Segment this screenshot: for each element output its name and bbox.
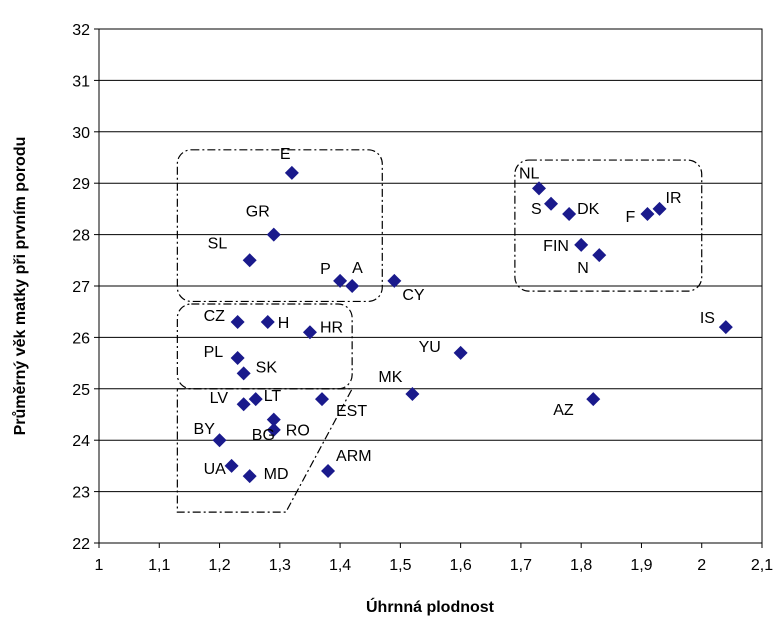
point-label-nl: NL <box>519 165 540 182</box>
point-nl <box>531 181 546 196</box>
point-label-a: A <box>352 260 363 277</box>
y-tick-label: 32 <box>72 22 90 39</box>
point-pl <box>230 350 245 365</box>
x-tick-label: 1,4 <box>329 557 351 574</box>
point-label-est: EST <box>336 403 367 420</box>
y-tick-label: 28 <box>72 228 90 245</box>
point-label-az: AZ <box>553 402 574 419</box>
point-lv <box>236 397 251 412</box>
point-by <box>212 433 227 448</box>
point-labels: E GR SL P A CY CZ H HR PL SK LV LT EST RO BG BY UA MD ARM MK… <box>194 146 715 483</box>
x-tick-label: 1,7 <box>510 557 532 574</box>
point-hr <box>302 325 317 340</box>
point-ir <box>652 201 667 216</box>
point-label-hr: HR <box>320 319 343 336</box>
point-label-is: IS <box>700 310 715 327</box>
point-cy <box>387 273 402 288</box>
x-tick-label: 1,3 <box>269 557 291 574</box>
point-label-bg: BG <box>252 427 275 444</box>
axes <box>94 28 763 548</box>
x-tick-label: 1,8 <box>570 557 592 574</box>
point-ua <box>224 458 239 473</box>
x-tick-label: 1,5 <box>389 557 411 574</box>
point-label-h: H <box>278 315 290 332</box>
point-e <box>284 165 299 180</box>
point-md <box>242 469 257 484</box>
point-label-e: E <box>280 146 291 163</box>
point-label-ro: RO <box>286 423 310 440</box>
point-dk <box>562 207 577 222</box>
point-az <box>586 392 601 407</box>
point-sl <box>242 253 257 268</box>
y-tick-label: 23 <box>72 485 90 502</box>
point-est <box>315 392 330 407</box>
point-label-dk: DK <box>577 201 600 218</box>
point-sk <box>236 366 251 381</box>
y-tick-labels: 22 23 24 25 26 27 28 29 30 31 32 <box>72 22 90 553</box>
x-tick-label: 1,1 <box>148 557 170 574</box>
point-label-s: S <box>531 201 542 218</box>
y-tick-label: 29 <box>72 176 90 193</box>
point-label-fin: FIN <box>543 238 569 255</box>
point-label-n: N <box>577 260 589 277</box>
point-n <box>592 248 607 263</box>
group-outline-group-1 <box>176 149 383 303</box>
y-tick-label: 22 <box>72 536 90 553</box>
point-fin <box>574 237 589 252</box>
x-tick-label: 2 <box>697 557 706 574</box>
x-tick-label: 1 <box>95 557 104 574</box>
y-tick-label: 31 <box>72 73 90 90</box>
point-cz <box>230 314 245 329</box>
y-tick-label: 27 <box>72 279 90 296</box>
point-label-ir: IR <box>666 190 682 207</box>
gridlines <box>99 79 762 493</box>
x-tick-label: 1,9 <box>630 557 652 574</box>
point-yu <box>453 345 468 360</box>
y-tick-label: 30 <box>72 125 90 142</box>
point-label-sl: SL <box>208 235 228 252</box>
point-mk <box>405 386 420 401</box>
point-arm <box>321 464 336 479</box>
point-label-yu: YU <box>419 339 441 356</box>
x-tick-label: 1,6 <box>450 557 472 574</box>
point-lt <box>248 392 263 407</box>
point-bg <box>266 422 281 437</box>
y-axis-title: Průměrný věk matky při prvním porodu <box>12 137 29 436</box>
group-outline-group-4 <box>514 159 703 292</box>
point-label-mk: MK <box>378 369 402 386</box>
point-label-gr: GR <box>246 204 270 221</box>
point-label-f: F <box>625 209 635 226</box>
y-tick-label: 25 <box>72 382 90 399</box>
x-tick-label: 2,1 <box>751 557 773 574</box>
point-s <box>544 196 559 211</box>
point-label-lt: LT <box>264 388 282 405</box>
point-p <box>333 273 348 288</box>
x-tick-label: 1,2 <box>208 557 230 574</box>
point-gr <box>266 227 281 242</box>
point-label-by: BY <box>194 421 216 438</box>
point-is <box>718 320 733 335</box>
point-label-arm: ARM <box>336 448 372 465</box>
point-a <box>345 279 360 293</box>
point-label-cz: CZ <box>204 308 226 325</box>
data-points <box>212 165 733 484</box>
point-ro <box>266 412 281 427</box>
point-label-lv: LV <box>210 390 229 407</box>
y-tick-label: 26 <box>72 330 90 347</box>
y-tick-label: 24 <box>72 433 90 450</box>
x-tick-labels: 1 1,1 1,2 1,3 1,4 1,5 1,6 1,7 1,8 1,9 2 2,1 <box>95 557 774 574</box>
point-label-p: P <box>320 261 331 278</box>
point-label-cy: CY <box>402 287 425 304</box>
x-axis-title: Úhrnná plodnost <box>366 597 495 616</box>
point-label-pl: PL <box>204 344 224 361</box>
point-label-sk: SK <box>256 359 278 376</box>
point-f <box>640 207 655 222</box>
group-outlines <box>176 149 703 513</box>
point-label-md: MD <box>264 466 289 483</box>
point-h <box>260 314 275 329</box>
group-outline-group-3 <box>176 388 354 513</box>
point-label-ua: UA <box>204 461 227 478</box>
